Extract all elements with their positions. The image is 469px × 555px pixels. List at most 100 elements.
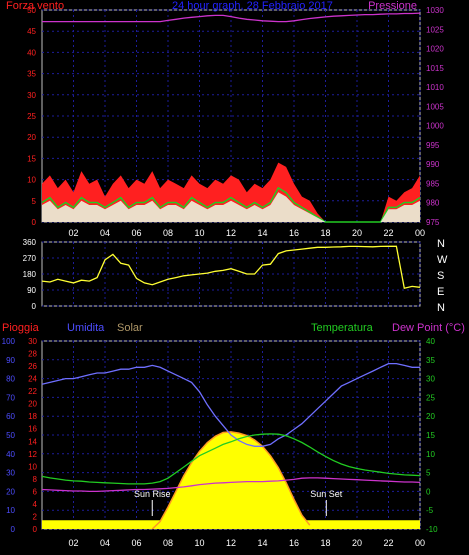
dewpoint-line bbox=[41, 477, 421, 493]
x-tick-label: 08 bbox=[163, 538, 173, 548]
pressure-y-tick-label: 990 bbox=[426, 160, 440, 169]
x-tick-label: 18 bbox=[320, 538, 330, 548]
wind-y-tick-label: 15 bbox=[27, 154, 36, 163]
x-tick-label: 06 bbox=[131, 538, 141, 548]
humidity-y-tick-label: 10 bbox=[6, 506, 15, 515]
direction-y-tick-label: 270 bbox=[23, 254, 37, 263]
rain-y-tick-label: 8 bbox=[33, 475, 38, 484]
wind-y-tick-label: 50 bbox=[27, 6, 36, 15]
compass-label: N bbox=[437, 302, 445, 314]
temperature-label: Temperatura bbox=[311, 322, 374, 334]
wind-y-tick-label: 20 bbox=[27, 133, 36, 142]
pressure-y-tick-label: 995 bbox=[426, 141, 440, 150]
temperature-y-tick-label: 10 bbox=[426, 450, 435, 459]
pressure-y-tick-label: 1030 bbox=[426, 6, 444, 15]
sunrise-label: Sun Rise bbox=[134, 489, 171, 499]
x-tick-label: 02 bbox=[68, 228, 78, 238]
rain-y-tick-label: 6 bbox=[33, 487, 38, 496]
rain-y-tick-label: 30 bbox=[28, 337, 37, 346]
humidity-label: Umidita bbox=[67, 322, 105, 334]
wind-y-tick-label: 0 bbox=[32, 218, 37, 227]
rain-y-tick-label: 28 bbox=[28, 350, 37, 359]
wind-y-tick-label: 10 bbox=[27, 176, 36, 185]
rain-y-tick-label: 12 bbox=[28, 450, 37, 459]
pressure-line bbox=[42, 12, 421, 23]
compass-label: E bbox=[437, 286, 444, 298]
rain-y-tick-label: 10 bbox=[28, 462, 37, 471]
x-tick-label: 20 bbox=[352, 538, 362, 548]
rain-y-tick-label: 18 bbox=[28, 412, 37, 421]
solar-area bbox=[42, 431, 420, 529]
x-tick-label: 10 bbox=[194, 538, 204, 548]
rain-y-tick-label: 4 bbox=[33, 500, 38, 509]
temperature-y-tick-label: 30 bbox=[426, 375, 435, 384]
x-tick-label: 08 bbox=[163, 228, 173, 238]
pressure-y-tick-label: 1025 bbox=[426, 25, 444, 34]
solar-top-edge bbox=[151, 431, 311, 530]
x-tick-label: 14 bbox=[257, 538, 267, 548]
axis-ticks: 0202040406060808101012121414161618182020… bbox=[2, 6, 448, 548]
humidity-y-tick-label: 20 bbox=[6, 487, 15, 496]
wind-panel-title: 24 hour graph, 28 Febbraio 2017 bbox=[172, 0, 333, 12]
x-tick-label: 14 bbox=[257, 228, 267, 238]
humidity-y-tick-label: 60 bbox=[6, 412, 15, 421]
wind-speed-area bbox=[42, 192, 420, 222]
rain-y-tick-label: 20 bbox=[28, 400, 37, 409]
temperature-y-tick-label: -5 bbox=[426, 506, 434, 515]
humidity-y-tick-label: 90 bbox=[6, 356, 15, 365]
temperature-y-tick-label: -10 bbox=[426, 525, 438, 534]
humidity-y-tick-label: 40 bbox=[6, 450, 15, 459]
x-tick-label: 18 bbox=[320, 228, 330, 238]
pressure-y-tick-label: 1015 bbox=[426, 64, 444, 73]
x-tick-label: 00 bbox=[415, 538, 425, 548]
compass-label: N bbox=[437, 238, 445, 250]
pressure-y-tick-label: 975 bbox=[426, 218, 440, 227]
series bbox=[41, 12, 421, 530]
rain-y-tick-label: 16 bbox=[28, 425, 37, 434]
pressure-y-tick-label: 980 bbox=[426, 199, 440, 208]
humidity-y-tick-label: 0 bbox=[11, 525, 16, 534]
temperature-y-tick-label: 0 bbox=[426, 487, 431, 496]
x-tick-label: 10 bbox=[194, 228, 204, 238]
x-tick-label: 22 bbox=[383, 228, 393, 238]
rain-y-tick-label: 26 bbox=[28, 362, 37, 371]
temperature-line bbox=[41, 433, 421, 485]
pressure-y-tick-label: 1010 bbox=[426, 83, 444, 92]
humidity-line bbox=[41, 362, 420, 447]
humidity-y-tick-label: 80 bbox=[6, 375, 15, 384]
x-tick-label: 20 bbox=[352, 228, 362, 238]
direction-y-tick-label: 90 bbox=[27, 286, 36, 295]
x-tick-label: 16 bbox=[289, 538, 299, 548]
wind-y-tick-label: 30 bbox=[27, 91, 36, 100]
wind-direction-line bbox=[41, 245, 421, 289]
temperature-y-tick-label: 35 bbox=[426, 356, 435, 365]
temperature-y-tick-label: 20 bbox=[426, 412, 435, 421]
x-tick-label: 12 bbox=[226, 538, 236, 548]
dewpoint-label: Dew Point (°C) bbox=[392, 322, 465, 334]
x-tick-label: 02 bbox=[68, 538, 78, 548]
rain-label: Pioggia bbox=[2, 322, 40, 334]
x-tick-label: 06 bbox=[131, 228, 141, 238]
temperature-y-tick-label: 40 bbox=[426, 337, 435, 346]
humidity-y-tick-label: 100 bbox=[2, 337, 16, 346]
x-tick-label: 04 bbox=[100, 228, 110, 238]
temperature-y-tick-label: 15 bbox=[426, 431, 435, 440]
direction-y-tick-label: 360 bbox=[23, 238, 37, 247]
wind-y-tick-label: 40 bbox=[27, 48, 36, 57]
annotations: Sun Rise Sun Set bbox=[134, 489, 343, 516]
temperature-y-tick-label: 5 bbox=[426, 469, 431, 478]
humidity-y-tick-label: 50 bbox=[6, 431, 15, 440]
rain-y-tick-label: 0 bbox=[33, 525, 38, 534]
temperature-y-tick-label: 25 bbox=[426, 393, 435, 402]
x-tick-label: 04 bbox=[100, 538, 110, 548]
x-tick-label: 22 bbox=[383, 538, 393, 548]
humidity-y-tick-label: 30 bbox=[6, 469, 15, 478]
pressure-y-tick-label: 1005 bbox=[426, 102, 444, 111]
pressure-y-tick-label: 1020 bbox=[426, 45, 444, 54]
rain-y-tick-label: 2 bbox=[33, 512, 38, 521]
sunset-label: Sun Set bbox=[310, 489, 343, 499]
compass-label: W bbox=[437, 254, 448, 266]
wind-axis-label: Forza vento bbox=[6, 0, 64, 12]
rain-y-tick-label: 14 bbox=[28, 437, 37, 446]
